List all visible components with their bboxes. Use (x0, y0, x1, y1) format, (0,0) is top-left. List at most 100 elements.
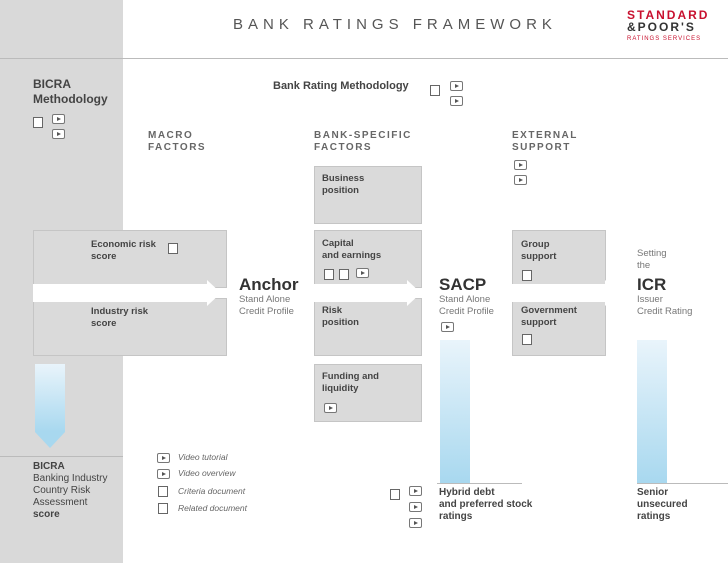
document-icon[interactable] (339, 269, 349, 280)
arrow-to-icr (512, 284, 606, 302)
section-macro-line1: MACRO (148, 130, 194, 141)
section-macro-factors: MACRO FACTORS (148, 130, 206, 154)
government-support-box[interactable] (512, 298, 606, 356)
video-icon[interactable] (324, 403, 337, 413)
bicra-methodology-line2: Methodology (33, 92, 108, 106)
risk-position-box[interactable] (314, 298, 422, 356)
bank-rating-methodology-heading[interactable]: Bank Rating Methodology (273, 80, 409, 92)
section-bank-line2: FACTORS (314, 142, 373, 153)
arrow-to-anchor (33, 284, 207, 302)
video-icon[interactable] (409, 518, 422, 528)
legend-related-document: Related document (178, 503, 247, 513)
economic-risk-line2: score (91, 251, 117, 262)
video-icon[interactable] (409, 486, 422, 496)
video-icon[interactable] (450, 81, 463, 91)
icr-title[interactable]: ICR (637, 275, 667, 294)
icr-subtitle: Issuer Credit Rating (637, 294, 692, 318)
document-icon[interactable] (522, 270, 532, 281)
divider (0, 58, 728, 59)
video-icon[interactable] (409, 502, 422, 512)
video-icon[interactable] (356, 268, 369, 278)
icr-setting: Setting the (637, 248, 667, 272)
hybrid-divider (437, 483, 522, 484)
section-bank-specific-factors: BANK-SPECIFIC FACTORS (314, 130, 412, 154)
icr-pipe (637, 340, 667, 483)
bicra-score-label[interactable]: BICRA Banking Industry Country Risk Asse… (33, 461, 108, 521)
government-support-line1: Government (521, 305, 577, 316)
arrowhead-anchor (207, 280, 221, 306)
document-icon[interactable] (33, 117, 43, 128)
legend-video-tutorial: Video tutorial (178, 452, 228, 462)
document-icon[interactable] (390, 489, 400, 500)
risk-position-line2: position (322, 317, 359, 328)
section-external-line1: EXTERNAL (512, 130, 578, 141)
bicra-pipe (35, 364, 65, 432)
industry-risk-line2: score (91, 318, 117, 329)
logo-line1: STANDARD (627, 8, 710, 22)
hybrid-ratings-label[interactable]: Hybrid debt and preferred stock ratings (439, 487, 532, 523)
sacp-pipe (440, 340, 470, 483)
section-external-support: EXTERNAL SUPPORT (512, 130, 578, 154)
logo-line2: &POOR'S (627, 20, 696, 34)
bicra-methodology-heading[interactable]: BICRA Methodology (33, 77, 108, 107)
icr-line1: Issuer (637, 294, 663, 305)
video-overview-icon (157, 469, 170, 479)
funding-liquidity-label: Funding and liquidity (322, 371, 379, 395)
video-icon[interactable] (52, 114, 65, 124)
funding-liquidity-line1: Funding and (322, 371, 379, 382)
document-icon[interactable] (324, 269, 334, 280)
anchor-line1: Stand Alone (239, 294, 291, 305)
risk-position-line1: Risk (322, 305, 343, 316)
government-support-label: Government support (521, 305, 577, 329)
sp-logo: STANDARD &POOR'S RATINGS SERVICES (627, 9, 709, 45)
sacp-line2: Credit Profile (439, 306, 494, 317)
video-icon[interactable] (514, 175, 527, 185)
logo-line3: RATINGS SERVICES (627, 36, 702, 42)
industry-risk-box[interactable] (33, 298, 227, 356)
anchor-title[interactable]: Anchor (239, 275, 299, 294)
economic-risk-line1: Economic risk (91, 239, 156, 250)
business-position-box[interactable] (314, 166, 422, 224)
section-external-line2: SUPPORT (512, 142, 571, 153)
page-title: BANK RATINGS FRAMEWORK (233, 16, 557, 33)
business-position-label: Business position (322, 173, 364, 197)
senior-line1: Senior (637, 487, 669, 498)
capital-earnings-label: Capital and earnings (322, 238, 381, 262)
economic-risk-label: Economic risk score (91, 239, 156, 263)
bicra-score-line3: Country Risk (33, 485, 91, 496)
capital-earnings-line2: and earnings (322, 250, 382, 261)
criteria-document-icon (158, 486, 168, 497)
document-icon[interactable] (430, 85, 440, 96)
video-icon[interactable] (441, 322, 454, 332)
section-bank-line1: BANK-SPECIFIC (314, 130, 412, 141)
business-position-line1: Business (322, 173, 365, 184)
risk-position-label: Risk position (322, 305, 359, 329)
bicra-score-line4: Assessment (33, 497, 88, 508)
arrowhead-sacp (407, 280, 421, 306)
video-icon[interactable] (514, 160, 527, 170)
document-icon[interactable] (522, 334, 532, 345)
sacp-title[interactable]: SACP (439, 275, 487, 294)
capital-earnings-line1: Capital (322, 238, 354, 249)
bicra-methodology-line1: BICRA (33, 77, 71, 91)
group-support-line1: Group (521, 239, 550, 250)
section-macro-line2: FACTORS (148, 142, 207, 153)
icr-line2: Credit Rating (637, 306, 693, 317)
document-icon[interactable] (168, 243, 178, 254)
government-support-line2: support (521, 317, 557, 328)
hybrid-line3: ratings (439, 511, 473, 522)
industry-risk-line1: Industry risk (91, 306, 149, 317)
video-icon[interactable] (52, 129, 65, 139)
video-icon[interactable] (450, 96, 463, 106)
sacp-line1: Stand Alone (439, 294, 491, 305)
anchor-subtitle: Stand Alone Credit Profile (239, 294, 294, 318)
industry-risk-label: Industry risk score (91, 306, 148, 330)
related-document-icon (158, 503, 168, 514)
hybrid-line2: and preferred stock (439, 499, 533, 510)
arrow-to-sacp (314, 284, 408, 302)
group-support-label: Group support (521, 239, 556, 263)
senior-ratings-label[interactable]: Senior unsecured ratings (637, 487, 688, 523)
legend-video-overview: Video overview (178, 468, 236, 478)
senior-line3: ratings (637, 511, 671, 522)
group-support-line2: support (521, 251, 557, 262)
